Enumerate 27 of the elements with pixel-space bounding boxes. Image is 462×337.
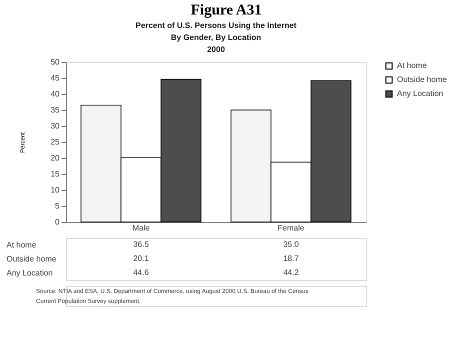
y-tick-label: 15 <box>50 170 60 178</box>
y-tick-label: 30 <box>50 122 60 130</box>
y-tick-label: 0 <box>55 218 60 226</box>
text: At home <box>6 240 36 250</box>
data-label: 44.2 <box>283 268 300 277</box>
data-label: 20.1 <box>133 254 150 263</box>
chart-subtitle: Percent of U.S. Persons Using the Internet By Gender, By Location 2000 <box>136 21 297 54</box>
legend-label: At home <box>397 61 428 70</box>
y-tick-label: 10 <box>50 186 60 194</box>
y-tick-label: 35 <box>50 106 60 114</box>
chart-title: Figure A31 <box>190 2 262 18</box>
data-label: 18.7 <box>283 254 300 263</box>
y-tick-label: 20 <box>50 154 60 162</box>
legend-label: Any Location <box>397 89 444 98</box>
text: Any Location <box>6 268 53 278</box>
legend-label: Outside home <box>397 75 448 84</box>
y-tick-label: 45 <box>50 74 60 82</box>
y-tick-label: 5 <box>55 202 60 210</box>
y-tick-label: 40 <box>50 90 60 98</box>
x-tick-label: Male <box>132 224 150 232</box>
data-label: 35.0 <box>283 240 300 249</box>
text: Outside home <box>6 254 56 264</box>
y-tick-label: 25 <box>50 138 60 146</box>
y-tick-label: 50 <box>50 58 60 66</box>
data-label: 44.6 <box>133 268 150 277</box>
x-tick-label: Female <box>278 224 305 232</box>
data-label: 36.5 <box>133 240 150 249</box>
